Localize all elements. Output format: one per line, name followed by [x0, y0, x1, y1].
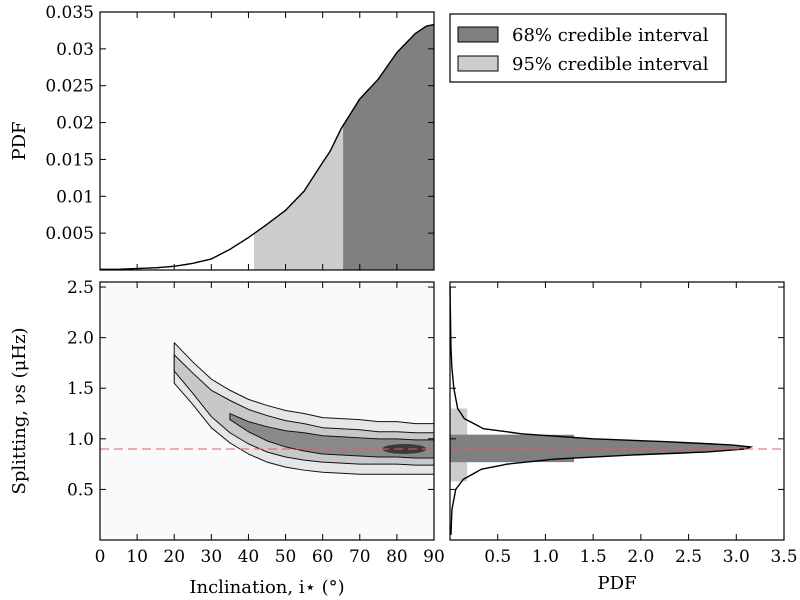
- y-tick-label: 0.025: [45, 77, 94, 97]
- y-tick-label: 1.5: [67, 379, 94, 399]
- contour-inner: [229, 413, 434, 459]
- legend-label-ci95: 95% credible interval: [512, 54, 709, 75]
- panel-frame: [99, 11, 435, 271]
- y-tick-label: 0.01: [56, 187, 94, 207]
- x-tick-label: 1.0: [532, 547, 559, 567]
- ci68-area: [450, 434, 751, 463]
- joint-posterior-panel: 0 10 20 30 40 50 60 70 80 90 0.5 1.0 1.5 2.0 2.5 Inclin…: [9, 278, 445, 598]
- panel-frame: [449, 281, 785, 541]
- density-peak: [382, 443, 427, 454]
- x-tick-label: 2.0: [627, 547, 654, 567]
- x-tick-label: 30: [201, 547, 223, 567]
- panel-frame: [99, 281, 435, 541]
- contour-middle: [173, 354, 434, 466]
- splitting-pdf-panel: 0.5 1.0 1.5 2.0 2.5 3.0 3.5 PDF: [449, 281, 798, 594]
- x-tick-label: 70: [349, 547, 371, 567]
- legend-swatch-ci68: [457, 26, 499, 43]
- y-tick-label: 2.5: [67, 278, 94, 298]
- x-tick-label: 60: [312, 547, 334, 567]
- x-axis-title: Inclination, i⋆ (°): [189, 577, 344, 598]
- x-tick-label: 40: [238, 547, 260, 567]
- x-tick-label: 1.5: [580, 547, 607, 567]
- y-tick-label: 2.0: [67, 329, 94, 349]
- y-tick-label: 0.005: [45, 224, 94, 244]
- x-tick-label: 3.5: [770, 547, 797, 567]
- y-tick-label: 0.035: [45, 3, 94, 23]
- x-tick-label: 50: [275, 547, 297, 567]
- x-tick-label: 90: [423, 547, 445, 567]
- y-tick-label: 0.02: [56, 114, 94, 134]
- heatmap-layer: [173, 342, 434, 475]
- legend: 68% credible interval 95% credible inter…: [449, 13, 727, 83]
- y-axis-title: Splitting, νs (μHz): [9, 328, 30, 495]
- inclination-pdf-curve: [100, 23, 435, 270]
- legend-swatch-ci95: [457, 55, 499, 72]
- x-tick-label: 80: [386, 547, 408, 567]
- y-axis-title: PDF: [9, 121, 30, 160]
- x-tick-label: 0.5: [484, 547, 511, 567]
- inclination-pdf-panel: 0.005 0.01 0.015 0.02 0.025 0.03 0.035 PDF: [9, 3, 435, 271]
- x-tick-label: 2.5: [675, 547, 702, 567]
- legend-frame: [449, 13, 727, 83]
- x-axis-title: PDF: [597, 573, 636, 594]
- x-tick-label: 3.0: [723, 547, 750, 567]
- y-tick-label: 0.03: [56, 40, 94, 60]
- y-tick-label: 1.0: [67, 430, 94, 450]
- ci68-area: [343, 24, 434, 270]
- x-tick-label: 10: [126, 547, 148, 567]
- y-tick-label: 0.015: [45, 150, 94, 170]
- legend-label-ci68: 68% credible interval: [512, 25, 709, 46]
- x-tick-label: 0: [95, 547, 106, 567]
- splitting-pdf-curve: [449, 287, 754, 535]
- y-tick-label: 0.5: [67, 480, 94, 500]
- x-tick-label: 20: [163, 547, 185, 567]
